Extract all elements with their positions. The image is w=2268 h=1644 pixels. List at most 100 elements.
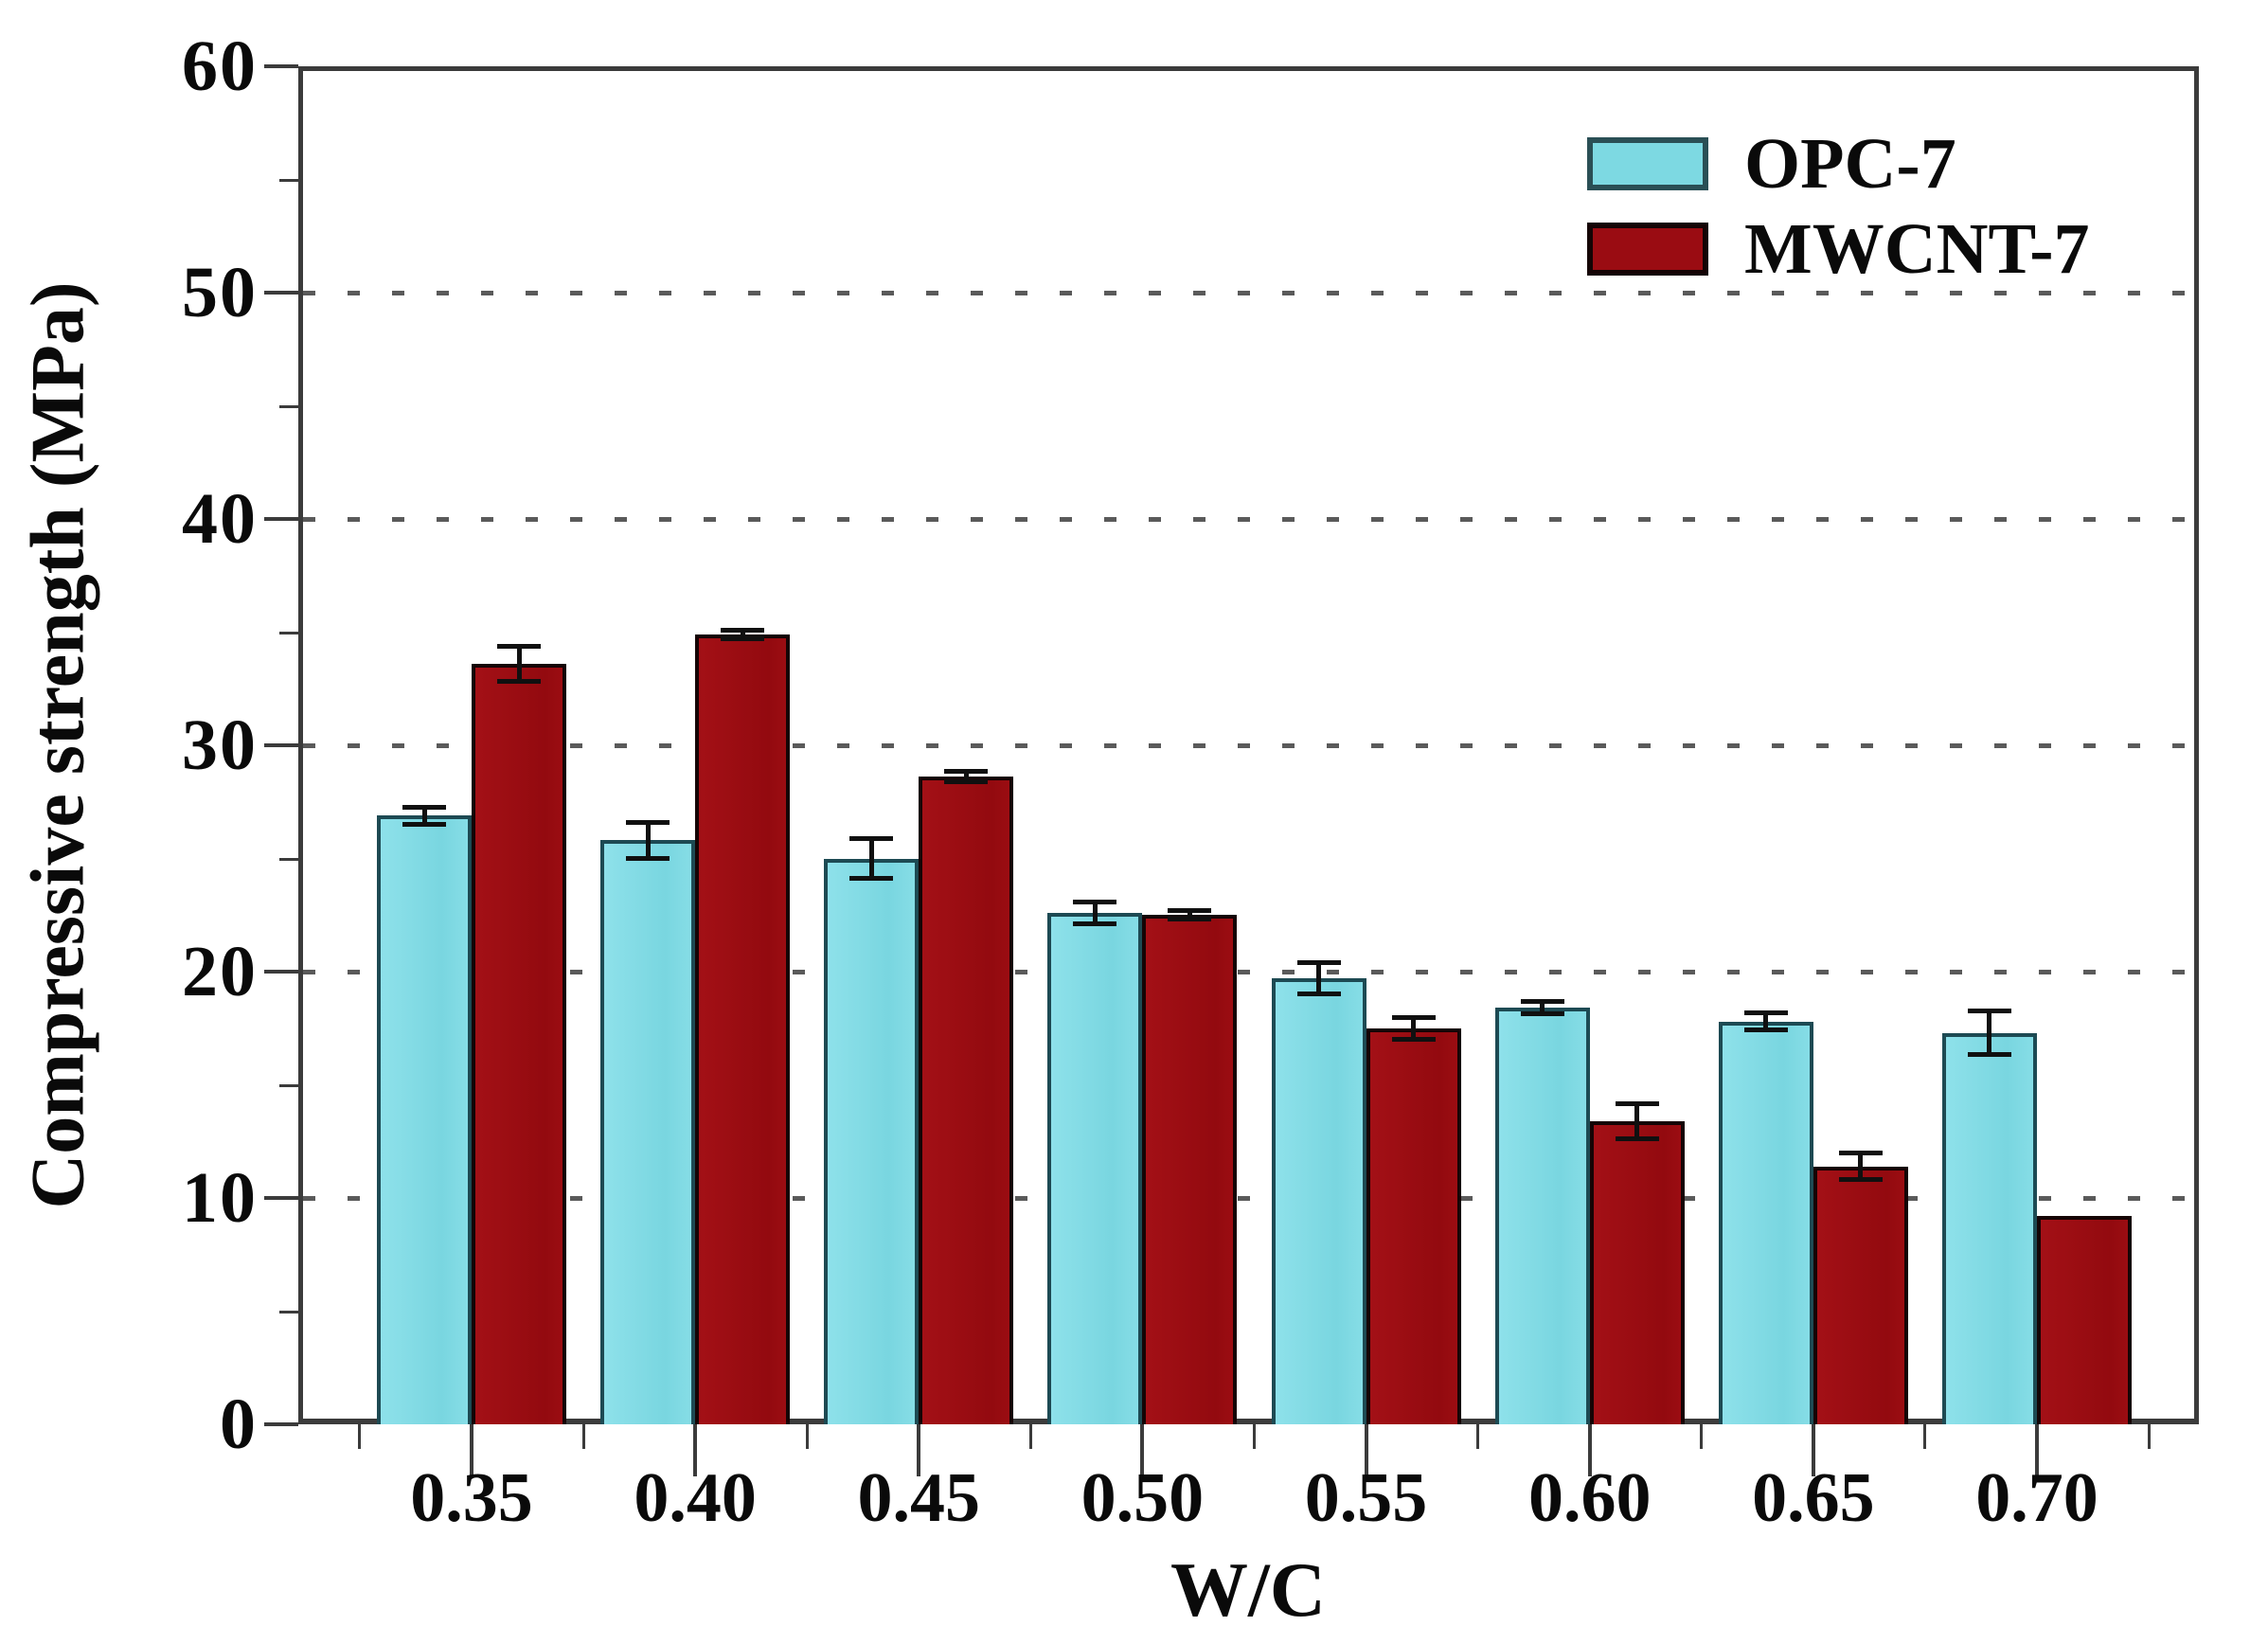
y-tick-label-10: 10 (182, 1158, 258, 1238)
gridline-40 (303, 517, 2194, 522)
x-minor-tick-6 (1700, 1424, 1704, 1449)
error-bar-mwcnt-7-0.55 (1411, 1016, 1417, 1040)
x-tick-label-0.45: 0.45 (857, 1459, 981, 1537)
bar-mwcnt-7-0.40 (695, 634, 791, 1424)
error-cap-top (849, 835, 894, 841)
x-tick-label-0.50: 0.50 (1080, 1459, 1205, 1537)
x-major-tick-0.60 (1587, 1424, 1592, 1476)
x-major-tick-0.45 (917, 1424, 921, 1476)
bar-opc-7-0.65 (1718, 1021, 1813, 1424)
error-cap-bottom (849, 876, 894, 881)
x-minor-tick-1 (581, 1424, 585, 1449)
y-major-tick-40 (264, 517, 298, 521)
x-minor-tick-0 (358, 1424, 362, 1449)
error-cap-top (1967, 1008, 2011, 1013)
legend-swatch-mwcnt-7 (1587, 223, 1708, 276)
legend-label-mwcnt-7: MWCNT-7 (1744, 209, 2090, 289)
bar-opc-7-0.70 (1941, 1032, 2037, 1424)
gridline-30 (303, 743, 2194, 748)
y-major-tick-20 (264, 970, 298, 974)
y-tick-label-30: 30 (182, 706, 258, 785)
x-tick-label-0.35: 0.35 (410, 1459, 533, 1537)
plot-area (298, 66, 2199, 1424)
x-major-tick-0.35 (470, 1424, 473, 1476)
y-major-tick-0 (264, 1422, 298, 1426)
error-bar-opc-7-0.45 (868, 837, 874, 879)
error-cap-top (1520, 999, 1564, 1005)
error-bar-mwcnt-7-0.45 (963, 771, 969, 783)
error-bar-mwcnt-7-0.60 (1634, 1102, 1640, 1139)
legend-swatch-opc-7 (1587, 137, 1708, 190)
bar-opc-7-0.55 (1271, 978, 1366, 1424)
y-minor-tick-55 (279, 178, 298, 182)
error-cap-bottom (1615, 1135, 1659, 1141)
x-minor-tick-4 (1252, 1424, 1256, 1449)
bar-mwcnt-7-0.65 (1813, 1166, 1908, 1424)
bar-opc-7-0.45 (824, 858, 920, 1424)
error-cap-bottom (1296, 991, 1341, 996)
x-major-tick-0.40 (693, 1424, 698, 1476)
y-major-tick-60 (264, 64, 298, 68)
gridline-10 (303, 1196, 2194, 1201)
x-axis-title: W/C (1170, 1546, 1326, 1633)
error-bar-opc-7-0.35 (421, 806, 427, 825)
error-bar-opc-7-0.70 (1987, 1010, 1992, 1056)
error-cap-top (1391, 1014, 1436, 1020)
error-bar-opc-7-0.55 (1316, 962, 1322, 994)
bar-mwcnt-7-0.35 (472, 663, 566, 1424)
y-tick-label-20: 20 (182, 932, 258, 1011)
y-major-tick-10 (264, 1196, 298, 1200)
error-bar-opc-7-0.60 (1540, 1001, 1545, 1015)
y-minor-tick-15 (279, 1083, 298, 1087)
error-cap-top (626, 820, 670, 826)
y-minor-tick-35 (279, 631, 298, 634)
y-tick-label-40: 40 (182, 479, 258, 559)
x-tick-label-0.55: 0.55 (1304, 1459, 1428, 1537)
error-cap-bottom (1743, 1028, 1788, 1033)
error-cap-top (1296, 960, 1341, 966)
y-tick-label-0: 0 (220, 1385, 258, 1464)
y-major-tick-50 (264, 291, 298, 295)
bar-opc-7-0.35 (377, 815, 472, 1424)
y-axis-title: Compressive strength (MPa) (16, 281, 100, 1209)
error-cap-top (1073, 899, 1117, 904)
x-minor-tick-5 (1476, 1424, 1480, 1449)
error-cap-bottom (1073, 920, 1117, 926)
bar-mwcnt-7-0.70 (2036, 1216, 2132, 1424)
x-major-tick-0.55 (1364, 1424, 1368, 1476)
error-cap-top (497, 643, 541, 649)
error-cap-bottom (497, 679, 541, 685)
legend-label-opc-7: OPC-7 (1744, 124, 1956, 204)
error-cap-top (1615, 1100, 1659, 1106)
error-cap-bottom (1967, 1052, 2011, 1058)
gridline-50 (303, 291, 2194, 295)
bar-opc-7-0.40 (600, 840, 696, 1424)
y-tick-label-50: 50 (182, 253, 258, 332)
y-minor-tick-5 (279, 1310, 298, 1313)
error-bar-opc-7-0.65 (1763, 1012, 1769, 1031)
bar-mwcnt-7-0.55 (1366, 1028, 1461, 1424)
error-cap-top (1168, 908, 1212, 914)
error-cap-bottom (1168, 917, 1212, 922)
legend-item-opc-7: OPC-7 (1587, 121, 2090, 206)
x-minor-tick-3 (1028, 1424, 1032, 1449)
error-cap-bottom (1391, 1036, 1436, 1042)
x-tick-label-0.65: 0.65 (1752, 1459, 1875, 1537)
x-tick-label-0.70: 0.70 (1975, 1459, 2098, 1537)
x-minor-tick-8 (2147, 1424, 2151, 1449)
error-cap-top (402, 804, 446, 810)
x-tick-label-0.40: 0.40 (634, 1459, 757, 1537)
bar-mwcnt-7-0.50 (1142, 915, 1238, 1424)
error-cap-top (721, 628, 765, 634)
gridline-20 (303, 970, 2194, 974)
error-cap-bottom (1520, 1011, 1564, 1017)
bar-opc-7-0.60 (1494, 1008, 1590, 1424)
error-cap-bottom (1838, 1176, 1883, 1182)
x-major-tick-0.50 (1140, 1424, 1145, 1476)
legend: OPC-7 MWCNT-7 (1587, 121, 2090, 292)
error-bar-mwcnt-7-0.50 (1187, 910, 1192, 920)
error-cap-top (1838, 1151, 1883, 1156)
error-bar-mwcnt-7-0.35 (516, 645, 522, 683)
y-tick-label-60: 60 (182, 27, 258, 106)
